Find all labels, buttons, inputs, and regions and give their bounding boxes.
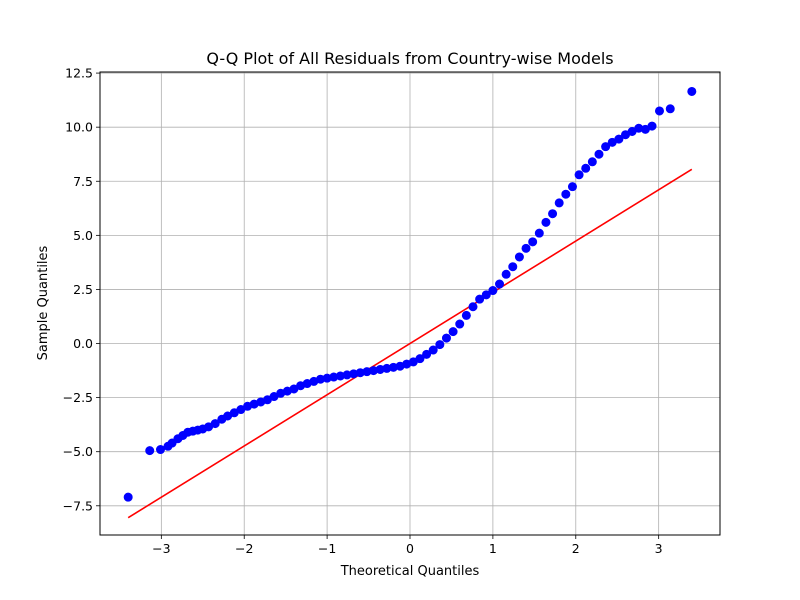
- plot-area: [123, 86, 697, 519]
- y-tick-label: 0.0: [73, 336, 93, 351]
- reference-line-group: [127, 168, 693, 519]
- data-point: [561, 189, 571, 199]
- y-tick-label: 12.5: [65, 66, 93, 81]
- chart-title: Q-Q Plot of All Residuals from Country-w…: [206, 49, 613, 68]
- data-point: [210, 419, 220, 429]
- x-axis-ticks: −3 −2 −1 0 1 2 3: [152, 535, 663, 556]
- y-tick-label: 5.0: [73, 228, 93, 243]
- data-point: [415, 354, 425, 364]
- x-tick-label: 2: [572, 541, 580, 556]
- y-axis-label: Sample Quantiles: [36, 245, 51, 360]
- y-tick-label: 10.0: [65, 120, 93, 135]
- data-point: [594, 149, 604, 159]
- y-axis-ticks: −7.5 −5.0 −2.5 0.0 2.5 5.0 7.5 10.0 12.5: [63, 66, 100, 513]
- data-point: [428, 345, 438, 355]
- x-tick-label: −2: [235, 541, 253, 556]
- data-point: [448, 327, 458, 337]
- data-point: [514, 252, 524, 262]
- data-point: [574, 170, 584, 180]
- data-point: [156, 445, 166, 455]
- data-point: [461, 310, 471, 320]
- x-tick-label: 1: [489, 541, 497, 556]
- data-point: [534, 228, 544, 238]
- data-point: [665, 104, 675, 114]
- x-tick-label: 3: [655, 541, 663, 556]
- data-point: [554, 198, 564, 208]
- data-point: [475, 294, 485, 304]
- data-point: [548, 209, 558, 219]
- data-point: [422, 349, 432, 359]
- data-point: [455, 319, 465, 329]
- data-point: [145, 446, 155, 456]
- y-tick-label: −5.0: [63, 444, 93, 459]
- data-point: [687, 86, 697, 96]
- data-point: [614, 134, 624, 144]
- y-tick-label: 7.5: [73, 174, 93, 189]
- data-point: [528, 237, 538, 247]
- x-tick-label: 0: [406, 541, 414, 556]
- y-tick-label: −2.5: [63, 390, 93, 405]
- data-point: [468, 302, 478, 312]
- data-point: [601, 142, 611, 152]
- data-point: [541, 217, 551, 227]
- y-tick-label: 2.5: [73, 282, 93, 297]
- y-tick-label: −7.5: [63, 498, 93, 513]
- data-point: [488, 286, 498, 296]
- data-point: [123, 492, 133, 502]
- x-axis-label: Theoretical Quantiles: [340, 564, 480, 579]
- data-point: [567, 182, 577, 192]
- data-point: [508, 262, 518, 272]
- x-tick-label: −3: [152, 541, 170, 556]
- x-tick-label: −1: [318, 541, 336, 556]
- gridlines: [100, 72, 720, 535]
- data-point: [521, 243, 531, 253]
- data-point: [435, 340, 445, 350]
- data-point: [481, 290, 491, 300]
- data-point: [581, 163, 591, 173]
- data-point: [654, 106, 664, 116]
- reference-line: [127, 168, 693, 519]
- data-point: [647, 121, 657, 131]
- points-group: [123, 86, 697, 502]
- data-point: [441, 333, 451, 343]
- data-point: [587, 157, 597, 167]
- data-point: [501, 269, 511, 279]
- data-point: [495, 279, 505, 289]
